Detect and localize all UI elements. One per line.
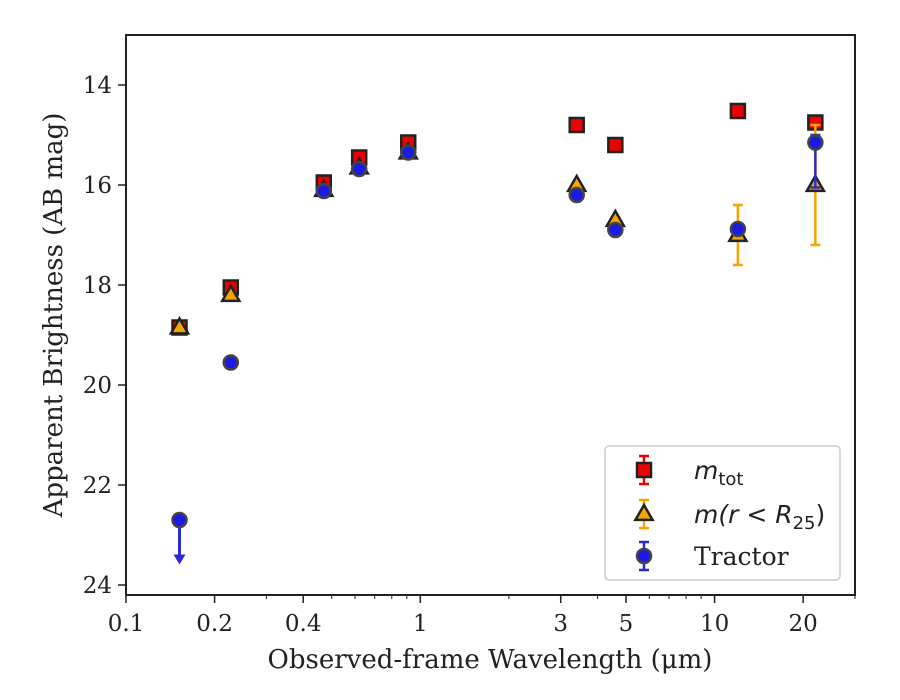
upper-limit-arrowhead — [173, 554, 186, 565]
data-point — [399, 144, 417, 161]
data-point — [568, 116, 585, 134]
y-tick-label: 14 — [83, 73, 112, 99]
data-point — [607, 136, 624, 154]
y-tick-label: 20 — [83, 373, 112, 399]
x-tick-label: 0.2 — [196, 611, 233, 637]
y-tick-label: 24 — [83, 573, 112, 599]
y-tick-label: 22 — [83, 473, 112, 499]
y-tick-label: 16 — [83, 173, 112, 199]
x-tick-label: 1 — [413, 611, 428, 637]
legend-marker — [633, 502, 655, 522]
x-axis-label: Observed-frame Wavelength (μm) — [268, 645, 713, 675]
x-tick-label: 10 — [700, 611, 729, 637]
x-tick-label: 0.1 — [108, 611, 145, 637]
legend-marker — [635, 547, 653, 565]
legend-label: mtot — [694, 456, 744, 490]
y-axis-label: Apparent Brightness (AB mag) — [39, 113, 69, 519]
data-point — [350, 160, 368, 178]
data-point — [315, 182, 333, 200]
series-square — [171, 102, 824, 336]
series-triangle — [168, 123, 827, 335]
x-tick-label: 3 — [553, 611, 568, 637]
legend-marker — [635, 461, 653, 479]
data-point — [168, 315, 191, 335]
data-point — [568, 186, 585, 204]
data-point — [729, 102, 747, 120]
data-point — [807, 134, 824, 151]
y-tick-label: 18 — [83, 273, 112, 299]
data-point — [222, 354, 240, 371]
data-point — [729, 220, 747, 238]
data-point — [607, 221, 624, 239]
data-marks — [168, 102, 827, 565]
legend-label: m(r < R25) — [694, 500, 825, 534]
data-point — [171, 511, 188, 529]
plot-frame — [125, 34, 856, 596]
x-tick-label: 20 — [789, 611, 818, 637]
series-circle — [171, 133, 824, 565]
x-tick-label: 5 — [619, 611, 634, 637]
legend: mtot m(r < R25) Tractor — [604, 445, 841, 581]
x-tick-label: 0.4 — [285, 611, 322, 637]
legend-box — [604, 445, 841, 581]
axis-ticks: 0.1 0.2 0.4 1 3 5 10 20 14 16 18 20 22 24 — [83, 73, 856, 637]
legend-label: Tractor — [694, 542, 789, 571]
data-point — [220, 283, 242, 303]
